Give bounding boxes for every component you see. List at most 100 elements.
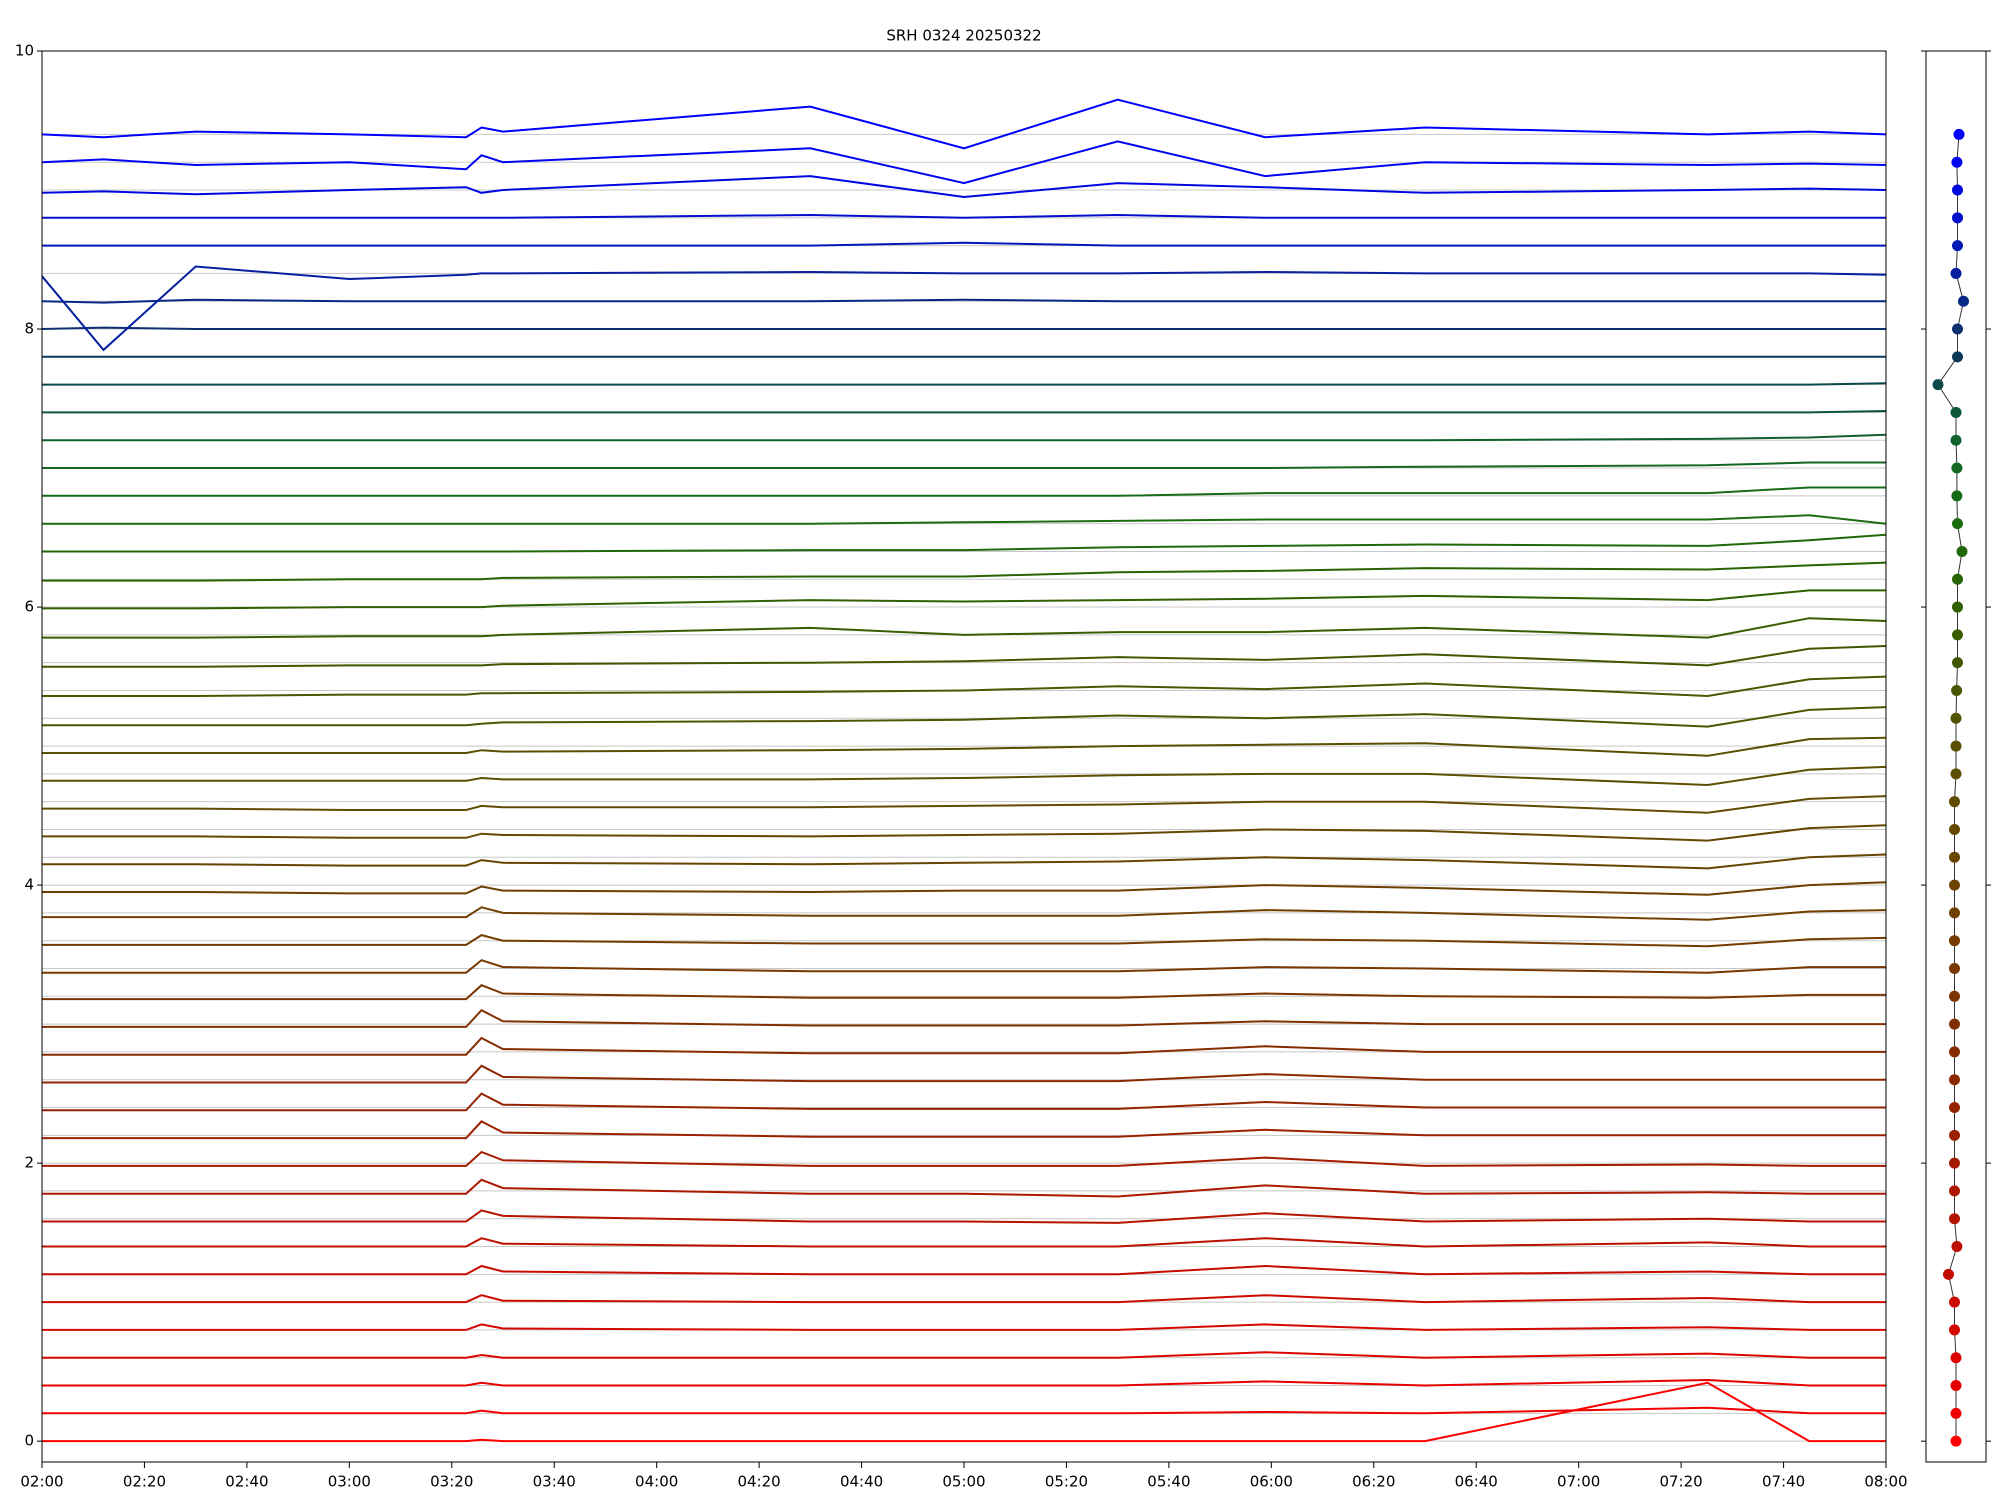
trace-line <box>42 824 1887 842</box>
trace-line <box>42 1381 1886 1443</box>
dot <box>1949 1102 1960 1114</box>
dot <box>1950 768 1962 780</box>
dot <box>1949 907 1960 919</box>
dot <box>1949 879 1960 891</box>
y-tick-label: 0 <box>24 1432 34 1450</box>
trace-line <box>42 645 1887 668</box>
trace-line <box>41 175 1887 199</box>
trace-line <box>41 140 1887 185</box>
x-tick-label: 04:40 <box>840 1473 883 1491</box>
x-tick-label: 03:40 <box>533 1473 576 1491</box>
x-tick-label: 06:20 <box>1352 1473 1395 1491</box>
y-tick-label: 6 <box>24 598 34 616</box>
dot <box>1950 740 1962 752</box>
trace-line <box>42 1036 1886 1056</box>
trace-line <box>42 533 1887 553</box>
y-tick-label: 8 <box>24 320 34 338</box>
trace-line <box>42 382 1887 386</box>
y-tick-label: 4 <box>24 876 34 894</box>
trace-line <box>42 589 1886 610</box>
dot <box>1949 962 1960 974</box>
trace-line <box>42 1264 1886 1276</box>
trace-line <box>42 1064 1886 1084</box>
trace-line <box>42 1120 1886 1140</box>
x-tick-label: 07:20 <box>1659 1473 1702 1491</box>
x-tick-label: 03:20 <box>430 1473 473 1491</box>
dot <box>1953 128 1965 140</box>
dot <box>1949 796 1960 808</box>
dot <box>1956 545 1968 557</box>
x-tick-label: 06:00 <box>1250 1473 1293 1491</box>
trace-line <box>42 433 1887 442</box>
dot <box>1952 657 1963 669</box>
dot <box>1951 684 1963 696</box>
x-tick-label: 07:00 <box>1557 1473 1600 1491</box>
trace-line <box>42 241 1886 247</box>
trace-line <box>42 1323 1886 1331</box>
dot <box>1951 1241 1963 1253</box>
trace-line <box>42 1237 1886 1248</box>
dot <box>1950 1380 1962 1392</box>
y-tick-label: 10 <box>15 42 34 60</box>
trace-line <box>42 765 1887 787</box>
dot <box>1951 490 1963 502</box>
dot <box>1950 1352 1962 1364</box>
dot <box>1952 212 1963 224</box>
dot <box>1949 935 1960 947</box>
x-tick-label: 05:20 <box>1045 1473 1088 1491</box>
trace-line <box>42 706 1887 728</box>
dot <box>1952 240 1963 252</box>
dot <box>1949 1018 1960 1030</box>
dot <box>1949 1324 1960 1336</box>
dot <box>1949 1157 1960 1169</box>
dot <box>1950 1435 1962 1447</box>
dot <box>1951 462 1963 474</box>
x-tick-label: 03:00 <box>328 1473 371 1491</box>
dot <box>1952 323 1963 335</box>
x-tick-label: 04:00 <box>635 1473 678 1491</box>
dot <box>1949 851 1960 863</box>
dot <box>1952 184 1963 196</box>
x-tick-label: 04:20 <box>737 1473 780 1491</box>
dot <box>1952 601 1963 613</box>
trace-line <box>42 1351 1886 1359</box>
dot <box>1952 351 1963 363</box>
trace-line <box>42 1209 1886 1224</box>
dot <box>1949 823 1960 835</box>
dot <box>1950 1407 1962 1419</box>
trace-line <box>42 213 1886 219</box>
x-tick-label: 05:00 <box>942 1473 985 1491</box>
trace-line <box>41 326 1886 330</box>
trace-line <box>42 1294 1886 1304</box>
dot <box>1949 1129 1960 1141</box>
trace-line <box>42 984 1886 1001</box>
dot <box>1952 518 1963 530</box>
x-tick-label: 02:20 <box>123 1473 166 1491</box>
trace-line <box>41 265 1887 352</box>
x-tick-label: 05:40 <box>1147 1473 1190 1491</box>
dot <box>1943 1268 1954 1280</box>
trace-line <box>42 795 1887 814</box>
trace-line <box>42 736 1887 757</box>
trace-line <box>42 486 1886 497</box>
dot <box>1952 629 1963 641</box>
dot <box>1949 990 1960 1002</box>
x-tick-label: 07:40 <box>1762 1473 1805 1491</box>
trace-line <box>42 561 1887 582</box>
trace-line <box>42 881 1887 896</box>
dot <box>1952 573 1963 585</box>
trace-line <box>41 98 1887 150</box>
trace-line <box>42 1178 1886 1198</box>
x-tick-label: 08:00 <box>1864 1473 1907 1491</box>
dot <box>1951 156 1963 168</box>
trace-line <box>42 461 1886 469</box>
plot-frame <box>41 50 1887 1463</box>
trace-line <box>42 410 1887 414</box>
dot <box>1949 1046 1960 1058</box>
trace-line <box>42 514 1887 525</box>
x-tick-label: 06:40 <box>1455 1473 1498 1491</box>
y-tick-label: 2 <box>24 1154 34 1172</box>
dot <box>1949 1185 1960 1197</box>
trace-line <box>42 1406 1886 1415</box>
